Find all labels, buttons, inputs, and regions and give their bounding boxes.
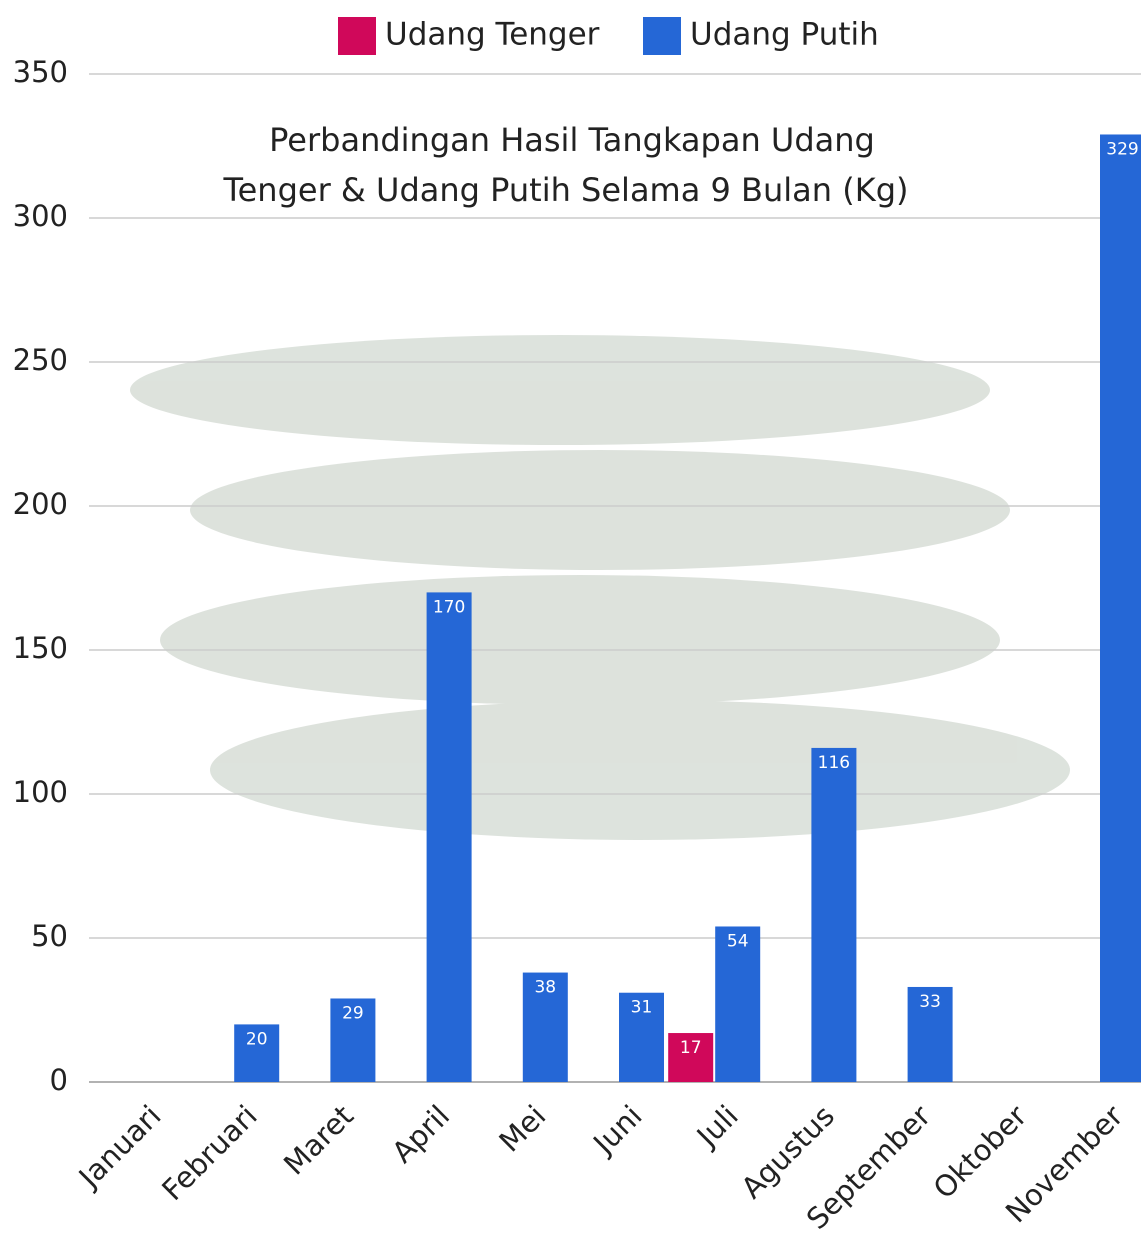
x-tick-label: Januari: [71, 1099, 168, 1196]
x-tick-label: Juli: [689, 1099, 745, 1155]
value-label: 20: [246, 1029, 268, 1049]
x-tick-label: Maret: [277, 1099, 360, 1182]
bar: [811, 747, 857, 1082]
bar: [619, 992, 664, 1082]
shrimp-shape: [210, 700, 1070, 840]
bar: [1100, 134, 1141, 1083]
value-label: 33: [919, 992, 941, 1012]
shrimp-shape: [130, 335, 990, 445]
x-tick-label: April: [385, 1099, 456, 1170]
shrimp-shape: [160, 575, 1000, 705]
value-label: 170: [433, 597, 465, 617]
value-label: 54: [727, 931, 749, 951]
value-label: 329: [1106, 139, 1138, 159]
y-tick-label: 50: [31, 919, 68, 953]
bar: [907, 986, 953, 1082]
value-label: 38: [534, 978, 556, 998]
y-tick-label: 0: [50, 1063, 68, 1097]
legend-swatch: [643, 17, 681, 55]
bar: [715, 926, 761, 1082]
shrimp-shape: [190, 450, 1010, 570]
bar: [668, 1033, 714, 1082]
bar: [426, 592, 472, 1082]
y-tick-label: 100: [13, 775, 68, 809]
chart-title: Tenger & Udang Putih Selama 9 Bulan (Kg): [223, 171, 909, 209]
y-tick-label: 350: [13, 55, 68, 89]
y-tick-label: 300: [13, 199, 68, 233]
x-tick-label: Mei: [492, 1099, 552, 1159]
shrimp-background: [130, 335, 1070, 840]
value-label: 31: [631, 998, 653, 1018]
chart-title: Perbandingan Hasil Tangkapan Udang: [269, 121, 875, 159]
y-tick-label: 200: [13, 487, 68, 521]
value-label: 116: [818, 753, 850, 773]
bar: [522, 972, 568, 1082]
legend-label: Udang Tenger: [385, 17, 600, 53]
bar: [330, 998, 376, 1082]
x-tick-label: Juni: [585, 1099, 648, 1162]
value-label: 29: [342, 1003, 364, 1023]
x-tick-label: Februari: [155, 1099, 263, 1207]
y-tick-label: 250: [13, 343, 68, 377]
value-label: 17: [680, 1038, 702, 1058]
legend-swatch: [338, 17, 376, 55]
legend-label: Udang Putih: [690, 17, 879, 53]
bar: [234, 1024, 280, 1082]
y-tick-label: 150: [13, 631, 68, 665]
